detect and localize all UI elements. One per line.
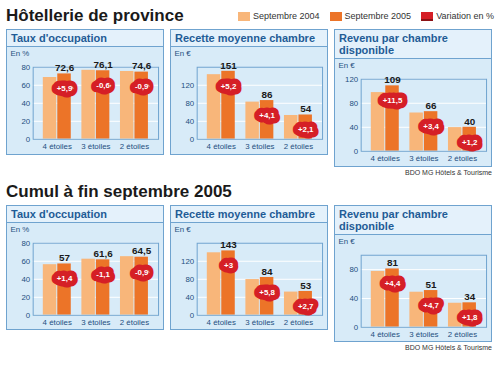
svg-text:4 étoiles: 4 étoiles (371, 329, 400, 338)
html-text:Taux d'occupation: Taux d'occupation (11, 207, 107, 220)
svg-text:80: 80 (21, 238, 30, 247)
svg-text:3 étoiles: 3 étoiles (245, 142, 274, 151)
svg-text:61,6: 61,6 (93, 248, 113, 259)
svg-text:86: 86 (262, 89, 273, 100)
svg-text:En €: En € (338, 61, 355, 70)
svg-text:+5,8: +5,8 (259, 287, 275, 296)
html-text:Recette moyenne chambre: Recette moyenne chambre (175, 207, 315, 220)
svg-text:80: 80 (349, 265, 358, 274)
svg-text:57: 57 (59, 252, 70, 263)
svg-text:80: 80 (185, 99, 194, 108)
svg-text:40: 40 (21, 99, 30, 108)
svg-text:3 étoiles: 3 étoiles (409, 329, 438, 338)
svg-text:80: 80 (21, 63, 30, 72)
svg-text:+3,4: +3,4 (423, 122, 439, 131)
svg-text:+2,1: +2,1 (298, 125, 314, 134)
svg-text:54: 54 (300, 103, 311, 114)
svg-text:120: 120 (345, 75, 359, 84)
svg-text:2 étoiles: 2 étoiles (284, 317, 313, 326)
svg-text:20: 20 (21, 292, 30, 301)
svg-text:20: 20 (21, 117, 30, 126)
svg-text:En €: En € (174, 49, 191, 58)
svg-text:3 étoiles: 3 étoiles (81, 142, 110, 151)
svg-text:-0,6: -0,6 (96, 81, 110, 90)
svg-text:2 étoiles: 2 étoiles (284, 142, 313, 151)
svg-text:+5,9: +5,9 (57, 84, 73, 93)
svg-text:80: 80 (185, 274, 194, 283)
svg-text:-1,1: -1,1 (96, 270, 110, 279)
svg-text:En %: En % (10, 49, 29, 58)
svg-text:+4,7: +4,7 (423, 301, 439, 310)
html-text:Cumul à fin septembre 2005: Cumul à fin septembre 2005 (6, 181, 232, 201)
html-text:Septembre 2005: Septembre 2005 (344, 11, 412, 21)
svg-text:4 étoiles: 4 étoiles (43, 317, 72, 326)
svg-text:109: 109 (384, 74, 401, 85)
svg-text:34: 34 (464, 291, 475, 302)
svg-text:40: 40 (21, 274, 30, 283)
svg-text:120: 120 (181, 81, 195, 90)
svg-text:3 étoiles: 3 étoiles (81, 317, 110, 326)
svg-text:40: 40 (349, 123, 358, 132)
html-text:Variation en %: Variation en % (436, 11, 494, 21)
svg-text:143: 143 (220, 239, 237, 250)
svg-text:+2,7: +2,7 (298, 301, 314, 310)
svg-text:74,6: 74,6 (132, 60, 152, 71)
svg-text:En €: En € (174, 225, 191, 234)
html-text:Recette moyenne chambre: Recette moyenne chambre (175, 32, 315, 44)
html-text:Hôtellerie de province: Hôtellerie de province (6, 6, 184, 25)
svg-text:40: 40 (349, 294, 358, 303)
svg-text:84: 84 (262, 265, 273, 276)
svg-text:+5,2: +5,2 (221, 82, 237, 91)
html-text:Revenu par chambre disponible: Revenu par chambre disponible (339, 207, 448, 232)
svg-text:2 étoiles: 2 étoiles (448, 329, 477, 338)
svg-text:3 étoiles: 3 étoiles (245, 317, 274, 326)
svg-text:151: 151 (220, 60, 237, 71)
svg-text:+4,4: +4,4 (385, 279, 401, 288)
svg-text:0: 0 (354, 322, 359, 331)
svg-text:51: 51 (426, 278, 437, 289)
svg-text:-0,9: -0,9 (135, 82, 149, 91)
svg-text:3 étoiles: 3 étoiles (409, 154, 438, 163)
svg-text:66: 66 (426, 100, 437, 111)
svg-text:0: 0 (26, 310, 31, 319)
html-text:Septembre 2004: Septembre 2004 (253, 11, 320, 21)
svg-text:2 étoiles: 2 étoiles (120, 317, 149, 326)
svg-text:En %: En % (10, 225, 29, 234)
svg-text:72,6: 72,6 (55, 62, 75, 73)
svg-text:+1,4: +1,4 (57, 274, 73, 283)
svg-text:0: 0 (190, 135, 195, 144)
html-text:Taux d'occupation: Taux d'occupation (11, 32, 107, 44)
svg-text:120: 120 (181, 256, 195, 265)
svg-text:4 étoiles: 4 étoiles (207, 142, 236, 151)
svg-text:-0,9: -0,9 (135, 267, 149, 276)
svg-text:+1,2: +1,2 (462, 138, 478, 147)
svg-text:2 étoiles: 2 étoiles (448, 154, 477, 163)
svg-text:+11,5: +11,5 (383, 96, 403, 105)
html-text:BDO MG Hôtels & Tourisme: BDO MG Hôtels & Tourisme (405, 344, 492, 352)
svg-text:+1,8: +1,8 (462, 313, 478, 322)
html-text:BDO MG Hôtels & Tourisme: BDO MG Hôtels & Tourisme (405, 168, 492, 176)
svg-text:0: 0 (354, 147, 359, 156)
svg-text:81: 81 (387, 257, 398, 268)
svg-text:53: 53 (300, 279, 311, 290)
svg-text:40: 40 (185, 117, 194, 126)
svg-text:76,1: 76,1 (93, 59, 113, 70)
html-text:Revenu par chambre disponible: Revenu par chambre disponible (339, 32, 448, 56)
svg-text:4 étoiles: 4 étoiles (207, 317, 236, 326)
svg-text:+4,1: +4,1 (259, 111, 275, 120)
svg-text:64,5: 64,5 (132, 245, 152, 256)
svg-text:80: 80 (349, 99, 358, 108)
svg-text:60: 60 (21, 81, 30, 90)
svg-text:4 étoiles: 4 étoiles (371, 154, 400, 163)
svg-text:60: 60 (21, 256, 30, 265)
svg-text:0: 0 (190, 310, 195, 319)
svg-text:40: 40 (185, 292, 194, 301)
svg-text:4 étoiles: 4 étoiles (43, 142, 72, 151)
svg-text:0: 0 (26, 135, 31, 144)
svg-text:+3: +3 (224, 261, 234, 270)
svg-text:En €: En € (338, 237, 355, 246)
svg-text:40: 40 (464, 116, 475, 127)
svg-text:2 étoiles: 2 étoiles (120, 142, 149, 151)
